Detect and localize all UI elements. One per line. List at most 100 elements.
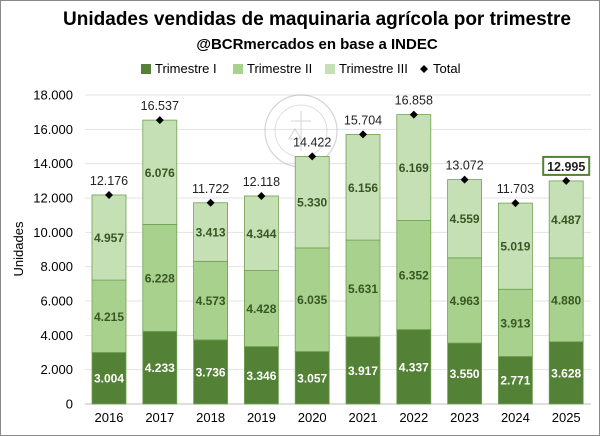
legend-label: Trimestre I: [155, 61, 217, 76]
bar-segment-trimestre-i: [396, 329, 432, 405]
chart-subtitle: @BCRmercados en base a INDEC: [196, 36, 438, 53]
bar-segment-trimestre-iii: [193, 202, 229, 262]
total-marker: [359, 130, 367, 139]
segment-value-label: 6.228: [145, 271, 175, 285]
legend-label: Total: [433, 61, 461, 76]
bar-segment-trimestre-iii: [497, 202, 533, 290]
segment-value-label: 3.057: [297, 371, 327, 385]
total-highlight-box: [542, 155, 591, 176]
legend-swatch: [141, 64, 151, 74]
bar-segment-trimestre-iii: [396, 114, 432, 221]
segment-value-label: 3.346: [246, 369, 276, 383]
segment-value-label: 5.330: [297, 196, 327, 210]
legend: Trimestre I Trimestre II Trimestre III Tota…: [141, 61, 461, 76]
segment-value-label: 6.352: [399, 269, 429, 283]
totals: 12.176 16.537 11.722 12.118 14.422 15.704 16.8…: [90, 94, 591, 208]
total-marker: [105, 190, 113, 199]
total-value-label: 16.858: [395, 94, 433, 108]
bar-segment-trimestre-iii: [243, 195, 279, 271]
x-tick-label: 2017: [145, 410, 174, 425]
x-tick-label: 2018: [196, 410, 225, 425]
bar-segment-trimestre-iii: [142, 119, 178, 225]
y-tick-label: 12.000: [33, 191, 73, 206]
y-tick-label: 2.000: [40, 362, 73, 377]
segment-value-label: 3.550: [450, 367, 480, 381]
chart-title: Unidades vendidas de maquinaria agrícola…: [63, 9, 571, 30]
bar-segment-trimestre-ii: [142, 224, 178, 332]
segment-value-label: 3.736: [196, 365, 226, 379]
total-marker: [562, 176, 571, 185]
segment-value-label: 4.963: [450, 294, 480, 308]
legend-swatch: [233, 64, 243, 74]
legend-label: Trimestre III: [339, 61, 408, 76]
segment-value-label: 4.215: [94, 310, 124, 324]
segment-value-label: 3.913: [500, 316, 530, 330]
total-value-label: 13.072: [445, 159, 483, 173]
segment-value-label: 4.487: [551, 213, 581, 227]
legend-label: Trimestre II: [247, 61, 312, 76]
segment-value-label: 6.035: [297, 293, 327, 307]
x-tick-label: 2024: [501, 410, 530, 425]
x-tick-label: 2022: [399, 410, 428, 425]
bar-segment-trimestre-iii: [345, 134, 381, 241]
y-tick-label: 0: [66, 397, 73, 412]
segment-value-label: 3.413: [196, 226, 226, 240]
bar-segment-trimestre-ii: [193, 260, 229, 341]
y-axis-ticks: 0 2.000 4.000 6.000 8.000 10.000 12.000 14.000 1…: [33, 88, 73, 412]
legend-marker: [420, 65, 428, 73]
total-value-label: 15.704: [344, 113, 382, 127]
total-marker: [206, 198, 215, 207]
segment-value-label: 4.559: [450, 212, 480, 226]
total-value-label: 14.422: [293, 135, 331, 149]
y-tick-label: 6.000: [40, 294, 73, 309]
bar-segment-trimestre-i: [142, 330, 178, 405]
x-tick-label: 2025: [552, 410, 581, 425]
x-tick-label: 2020: [298, 410, 327, 425]
x-tick-label: 2023: [450, 410, 479, 425]
bar-segment-trimestre-ii: [91, 279, 127, 353]
y-tick-label: 14.000: [33, 156, 73, 171]
bar-segment-trimestre-ii: [447, 257, 483, 344]
segment-value-label: 4.233: [145, 361, 175, 375]
bar-segment-trimestre-i: [447, 342, 483, 405]
bar-segment-trimestre-ii: [396, 220, 432, 330]
total-value-label: 11.722: [192, 182, 229, 196]
total-marker: [257, 191, 266, 200]
bar-segment-trimestre-i: [294, 351, 330, 405]
segment-value-label: 4.573: [196, 294, 226, 308]
legend-swatch: [325, 64, 335, 74]
segment-value-label: 4.344: [246, 227, 276, 241]
segment-value-label: 5.631: [348, 282, 378, 296]
bar-segment-trimestre-ii: [294, 247, 330, 352]
total-value-label: 11.703: [497, 182, 534, 196]
segment-value-label: 3.004: [94, 372, 124, 386]
total-marker: [155, 116, 164, 125]
segment-value-label: 2.771: [500, 374, 530, 388]
total-marker: [308, 152, 317, 161]
y-tick-label: 16.000: [33, 122, 73, 137]
total-value-label: 12.176: [90, 174, 128, 188]
total-value-label: 12.995: [547, 160, 585, 174]
total-marker: [460, 175, 469, 184]
bars: 3.004 4.215 4.957 4.233 6.228 6.076 3.736 4.573…: [91, 114, 584, 405]
x-tick-label: 2019: [247, 410, 276, 425]
bar-segment-trimestre-i: [91, 352, 127, 405]
y-tick-label: 10.000: [33, 225, 73, 240]
segment-value-label: 6.156: [348, 181, 378, 195]
bar-segment-trimestre-i: [548, 341, 584, 405]
segment-value-label: 5.019: [500, 240, 530, 254]
y-tick-label: 18.000: [33, 88, 73, 103]
bar-segment-trimestre-iii: [91, 194, 127, 281]
total-marker: [511, 199, 520, 208]
segment-value-label: 4.337: [399, 360, 429, 374]
bar-segment-trimestre-i: [345, 336, 381, 405]
bar-segment-trimestre-i: [193, 339, 229, 405]
x-tick-label: 2016: [95, 410, 124, 425]
y-tick-label: 8.000: [40, 259, 73, 274]
y-axis-label: Unidades: [11, 221, 26, 276]
segment-value-label: 3.628: [551, 366, 581, 380]
segment-value-label: 4.428: [246, 302, 276, 316]
x-tick-label: 2021: [349, 410, 378, 425]
x-axis-ticks: 2016 2017 2018 2019 2020 2021 2022 2023 2024 2025: [95, 410, 581, 425]
